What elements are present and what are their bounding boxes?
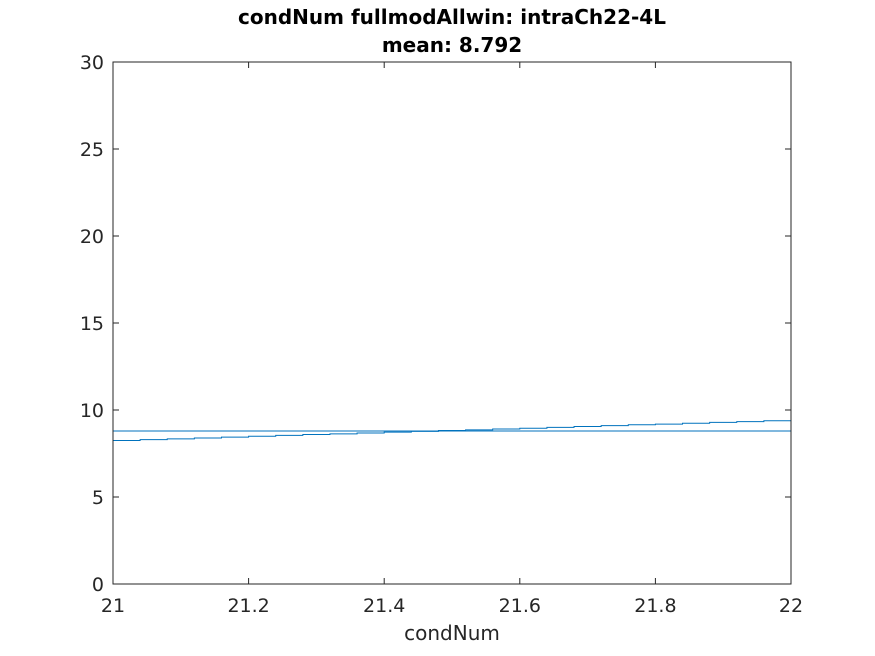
x-tick-label: 21 [101,595,125,617]
axes: 21 21.2 21.4 21.6 21.8 22 0 5 10 15 20 25 30 [80,52,803,617]
y-tick-label: 10 [80,400,104,422]
y-tick-label: 25 [80,139,104,161]
x-tick-label: 22 [779,595,803,617]
series-layer [113,61,791,441]
x-tick-label: 21.6 [499,595,541,617]
chart-subtitle: mean: 8.792 [382,33,522,57]
plot-frame [112,61,792,585]
y-tick-label: 5 [92,487,104,509]
y-tick-label: 30 [80,52,104,74]
x-axis-label: condNum [404,621,500,645]
x-tick-label: 21.2 [227,595,269,617]
x-tick-label: 21.8 [634,595,676,617]
x-tick-label: 21.4 [363,595,405,617]
y-tick-label: 15 [80,313,104,335]
y-tick-label: 20 [80,226,104,248]
chart-title: condNum fullmodAllwin: intraCh22-4L [238,5,666,29]
y-tick-label: 0 [92,574,104,596]
